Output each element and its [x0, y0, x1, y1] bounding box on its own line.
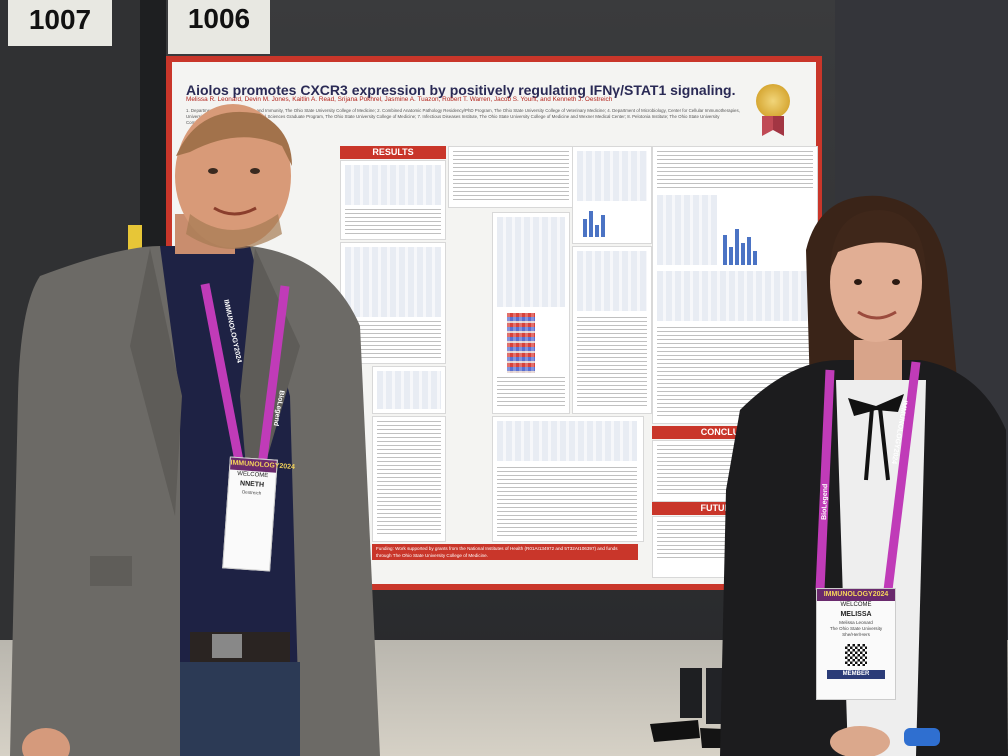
- board-number-1006: 1006: [168, 0, 270, 54]
- results-header: RESULTS: [340, 146, 446, 159]
- badge-full-name: Melissa Leonard: [839, 620, 873, 625]
- figure-panel-1: [340, 160, 446, 240]
- presenter-man: [10, 104, 380, 756]
- badge-affiliation: The Ohio State University: [829, 626, 883, 631]
- poster-authors: Melissa R. Leonard, Devin M. Jones, Kait…: [186, 96, 613, 103]
- board-number-1007: 1007: [8, 0, 112, 46]
- funding-statement: Funding: Work supported by grants from t…: [372, 544, 638, 560]
- award-ribbon-icon: [762, 116, 784, 136]
- figure-panel-5: [448, 146, 574, 208]
- figure-panel-6: [492, 212, 570, 414]
- figure-panel-10: [652, 146, 818, 424]
- figure-panel-9: [572, 246, 652, 414]
- badge-member: MEMBER: [827, 670, 885, 679]
- figure-panel-7: [492, 416, 644, 542]
- name-badge-left: IMMUNOLOGY2024 WELCOME NNETH Oestreich: [222, 456, 295, 572]
- figure-panel-8: [572, 146, 652, 244]
- qr-code-icon: [845, 644, 867, 666]
- name-badge-right: IMMUNOLOGY2024 WELCOME MELISSA Melissa L…: [816, 588, 896, 700]
- figure-panel-3: [372, 366, 446, 414]
- badge-welcome: WELCOME: [840, 602, 872, 608]
- figure-panel-4: [372, 416, 446, 542]
- poster-title: Aiolos promotes CXCR3 expression by posi…: [186, 82, 736, 98]
- badge-first-name: MELISSA: [840, 611, 872, 618]
- badge-pronouns: She/Her/Hers: [842, 632, 870, 637]
- badge-banner: IMMUNOLOGY2024: [817, 589, 895, 601]
- award-seal-icon: [756, 84, 790, 118]
